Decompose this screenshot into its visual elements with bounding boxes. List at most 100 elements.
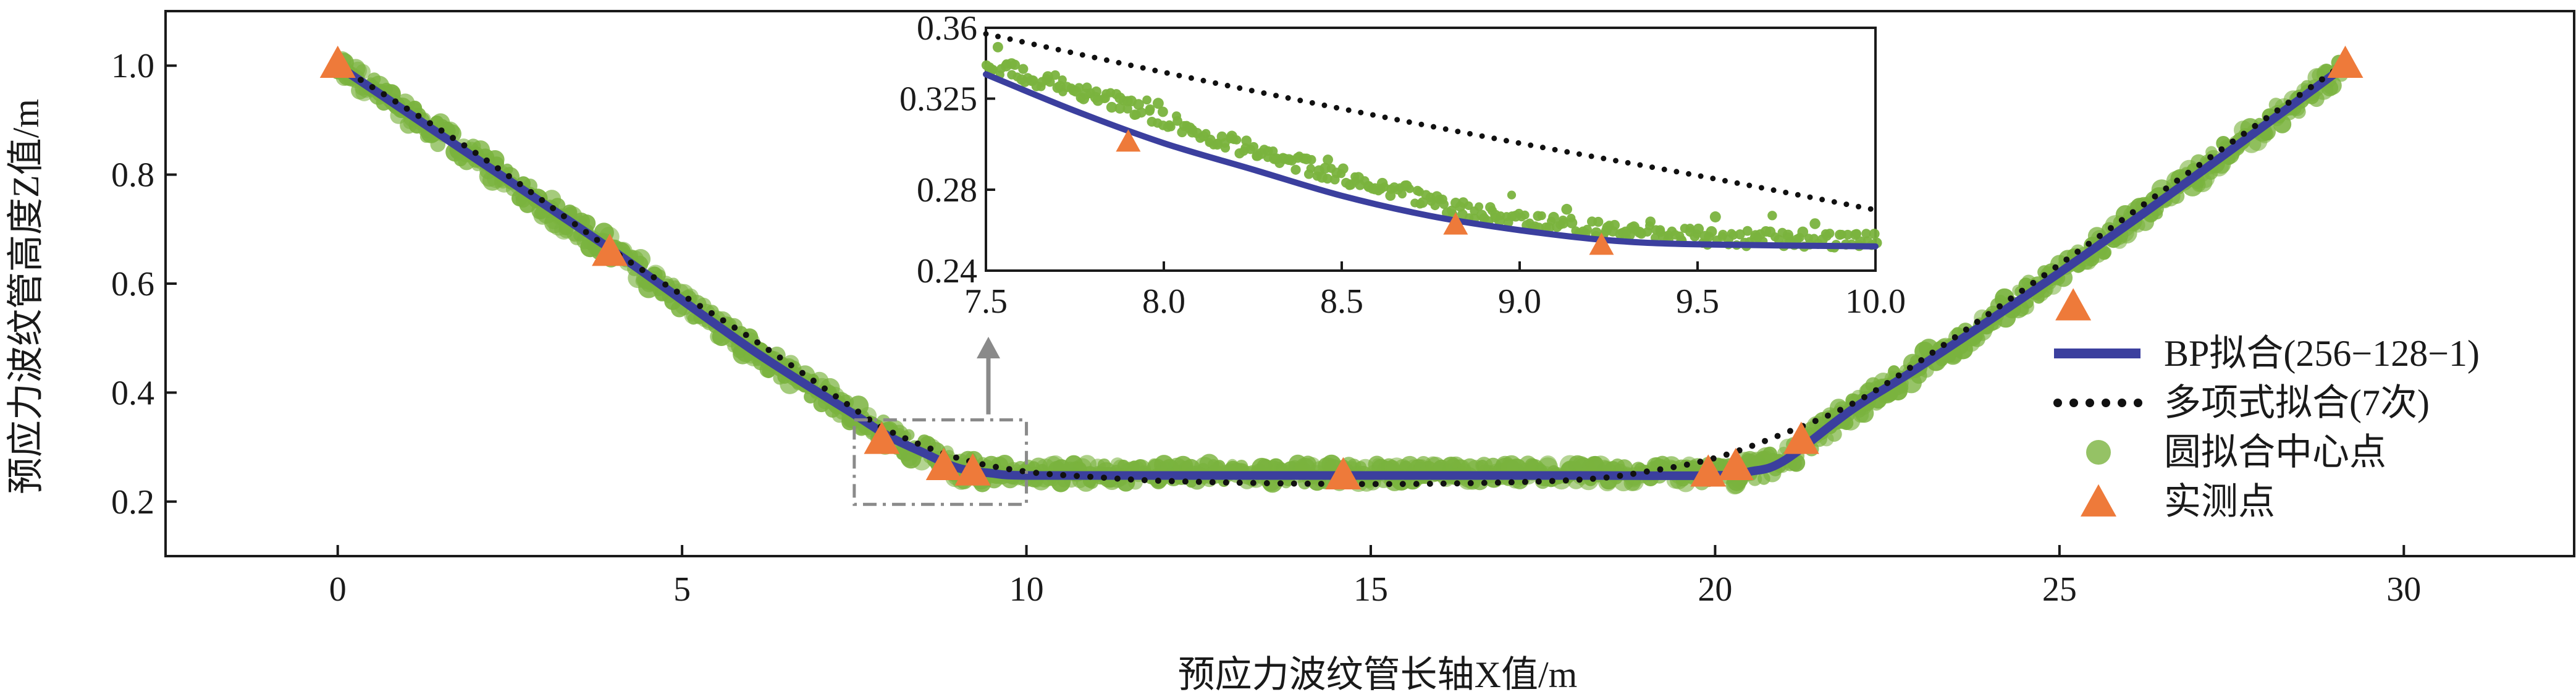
inset-center-point — [1091, 86, 1101, 97]
inset-bp-fit-line — [983, 71, 1879, 250]
inset-center-point — [1152, 98, 1164, 109]
inset-center-point — [1248, 142, 1259, 152]
x-tick-label: 5 — [673, 570, 691, 609]
inset-center-point — [1166, 122, 1176, 132]
inset-center-point — [1106, 101, 1118, 113]
zoom-arrow-head — [977, 337, 1000, 358]
measured-point — [925, 447, 962, 480]
inset-x-tick-label: 8.5 — [1320, 282, 1363, 321]
inset-center-point — [1322, 174, 1332, 184]
inset-y-tick-label: 0.24 — [917, 252, 977, 290]
y-tick-label: 1.0 — [111, 47, 154, 85]
inset-center-point — [1507, 190, 1517, 200]
inset-center-point — [1797, 226, 1809, 238]
inset-center-point — [1306, 164, 1315, 173]
measured-point — [2055, 288, 2092, 321]
inset-x-tick-label: 9.0 — [1498, 282, 1541, 321]
legend-item: 实测点 — [2081, 481, 2275, 522]
inset-center-point — [1241, 135, 1252, 146]
legend-label: 多项式拟合(7次) — [2164, 382, 2430, 423]
inset-center-point — [1232, 135, 1242, 145]
inset-center-point — [1045, 77, 1055, 87]
inset-center-point — [1464, 201, 1473, 210]
inset-center-point — [1133, 99, 1144, 110]
legend-swatch-dot — [2086, 440, 2111, 465]
inset-measured-point — [1589, 232, 1614, 255]
measured-point — [1690, 454, 1727, 487]
inset-center-point — [1843, 229, 1853, 240]
inset-x-tick-label: 9.5 — [1676, 282, 1719, 321]
inset-center-point — [1018, 64, 1029, 74]
inset-center-points — [981, 41, 1882, 253]
inset-center-point — [1609, 219, 1620, 230]
inset-center-point — [1142, 95, 1151, 105]
inset-plot: 7.5 8.0 8.5 9.0 9.5 10.0 0.24 0.28 0.325 0.36 — [899, 9, 1906, 321]
inset-y-tick-label: 0.36 — [917, 9, 977, 48]
inset-center-point — [1439, 200, 1449, 209]
inset-center-point — [1851, 229, 1862, 239]
inset-center-point — [1307, 154, 1316, 165]
inset-center-point — [1561, 203, 1572, 215]
x-tick-label: 20 — [1698, 570, 1732, 609]
inset-center-point — [1582, 224, 1592, 235]
inset-center-point — [1475, 202, 1484, 211]
y-tick-label: 0.4 — [111, 374, 154, 412]
legend-item: BP拟合(256−128−1) — [2054, 333, 2480, 374]
x-tick-label: 30 — [2386, 570, 2421, 609]
legend-item: 圆拟合中心点 — [2086, 432, 2386, 473]
inset-center-point — [1809, 218, 1820, 229]
legend-swatch-triangle — [2081, 484, 2116, 517]
inset-center-point — [1558, 218, 1569, 229]
inset-measured-point — [1116, 129, 1141, 152]
measured-point — [1783, 421, 1819, 454]
inset-center-point — [1520, 210, 1530, 220]
measured-point — [592, 234, 628, 266]
inset-y-tick-label: 0.28 — [917, 171, 977, 209]
inset-center-point — [1268, 146, 1278, 156]
inset-center-point — [1397, 190, 1407, 199]
measured-point — [319, 45, 356, 78]
inset-center-point — [1548, 211, 1559, 223]
zoom-indicator — [852, 337, 1029, 506]
measured-point — [954, 453, 991, 486]
inset-x-tick-label: 7.5 — [964, 282, 1008, 321]
inset-center-point — [1861, 229, 1871, 239]
inset-center-point — [1136, 107, 1147, 118]
inset-center-point — [1593, 216, 1604, 227]
legend-label: 实测点 — [2164, 481, 2275, 522]
y-axis-title: 预应力波纹管高度Z值/m — [6, 99, 46, 494]
inset-center-point — [1566, 217, 1578, 229]
inset-y-tick-label: 0.325 — [899, 80, 977, 119]
inset-center-point — [1537, 211, 1546, 221]
bp-fit-line — [333, 61, 2346, 480]
y-tick-label: 0.8 — [111, 156, 154, 195]
y-tick-label: 0.2 — [111, 483, 154, 522]
main-plot: 0 5 10 15 20 25 30 0.2 0.4 0.6 0.8 1.0 — [111, 10, 2575, 609]
legend-label: 圆拟合中心点 — [2164, 432, 2386, 473]
legend-label: BP拟合(256−128−1) — [2164, 333, 2480, 374]
x-tick-label: 15 — [1353, 570, 1388, 609]
measured-point — [1717, 447, 1754, 480]
zoom-region-box — [852, 418, 1029, 506]
inset-center-point — [1009, 59, 1021, 70]
inset-center-point — [1825, 229, 1835, 239]
measured-point — [2327, 45, 2363, 78]
inset-center-point — [1050, 70, 1060, 80]
inset-x-tick-label: 10.0 — [1845, 282, 1906, 321]
inset-center-point — [1693, 223, 1704, 235]
x-tick-label: 10 — [1009, 570, 1044, 609]
inset-center-point — [988, 65, 998, 75]
inset-center-point — [1869, 229, 1880, 239]
inset-center-point — [1645, 216, 1656, 227]
inset-center-point — [1074, 83, 1084, 93]
inset-center-point — [1145, 104, 1155, 114]
inset-center-point — [1058, 75, 1067, 85]
x-tick-label: 25 — [2042, 570, 2077, 609]
inset-center-point — [992, 41, 1003, 53]
inset-center-point — [1290, 164, 1301, 175]
y-tick-label: 0.6 — [111, 265, 154, 303]
center-point — [2098, 246, 2112, 259]
x-axis-title: 预应力波纹管长轴X值/m — [1178, 654, 1578, 695]
